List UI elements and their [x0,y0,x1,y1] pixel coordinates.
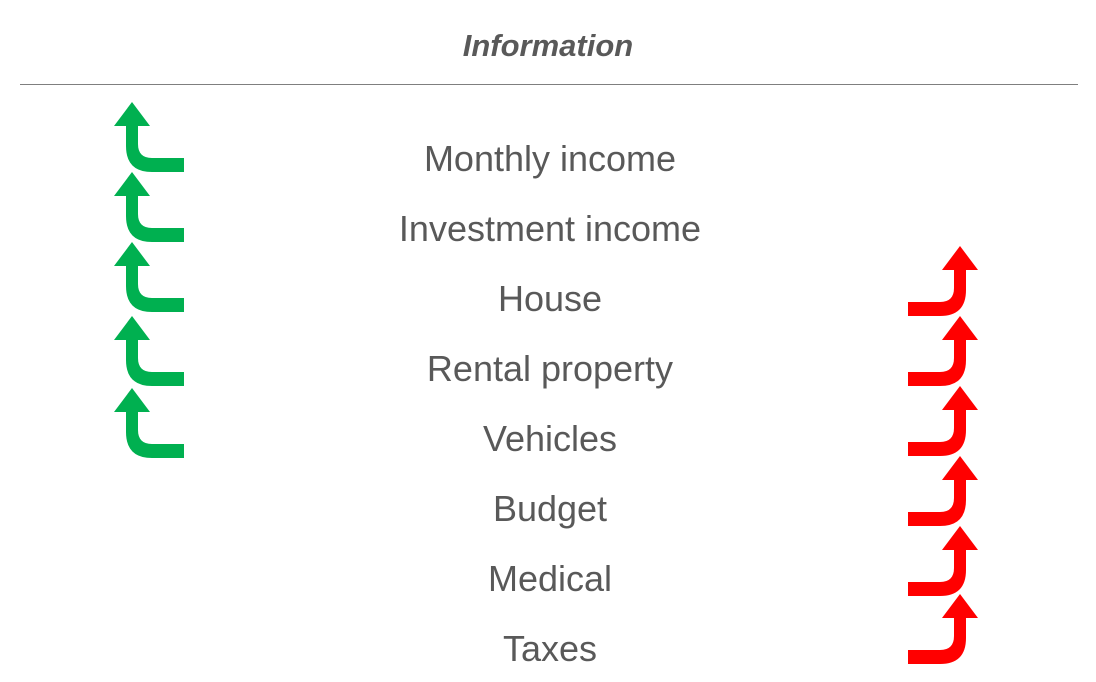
title-divider [20,84,1078,85]
green-bent-arrow-icon [114,102,184,172]
list-item: Medical [487,558,613,599]
red-bent-arrow-icon [908,526,978,596]
green-bent-arrow-icon [114,242,184,312]
green-bent-arrow-icon [114,172,184,242]
list-item: Taxes [502,628,598,669]
list-item: House [497,278,603,319]
list-item: Investment income [398,208,702,249]
green-bent-arrow-icon [114,316,184,386]
red-bent-arrow-icon [908,386,978,456]
page-title: Information [462,28,634,63]
list-item: Vehicles [482,418,618,459]
red-bent-arrow-icon [908,246,978,316]
red-bent-arrow-icon [908,594,978,664]
list-item: Monthly income [423,138,677,179]
green-bent-arrow-icon [114,388,184,458]
list-item: Budget [492,488,608,529]
red-bent-arrow-icon [908,316,978,386]
red-bent-arrow-icon [908,456,978,526]
list-item: Rental property [426,348,674,389]
